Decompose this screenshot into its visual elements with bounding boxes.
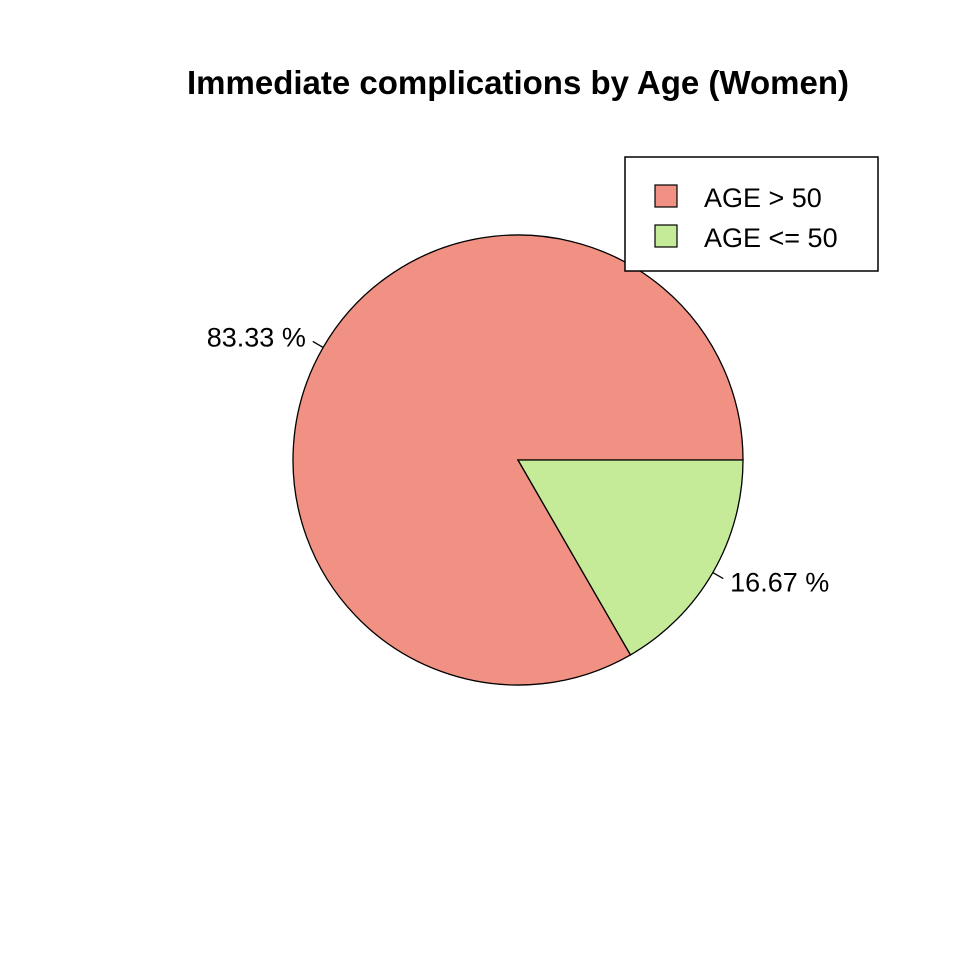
pie-slices <box>292 234 744 686</box>
pie-slice-label: 83.33 % <box>207 322 306 352</box>
chart-title: Immediate complications by Age (Women) <box>187 64 849 101</box>
pie-slice-age-under-50 <box>516 459 744 656</box>
legend-swatch-age-under-50 <box>654 224 678 248</box>
legend-swatch-age-over-50 <box>654 184 678 208</box>
pie-slice-labels: 83.33 % 16.67 % <box>207 322 829 597</box>
legend-box <box>624 156 879 272</box>
legend-label-age-under-50: AGE <= 50 <box>704 223 838 253</box>
legend-label-age-over-50: AGE > 50 <box>704 183 822 213</box>
pie-label-tick <box>712 571 724 580</box>
legend: AGE > 50 AGE <= 50 <box>624 156 879 272</box>
pie-label-tick <box>312 340 324 349</box>
pie-slice-label: 16.67 % <box>730 568 829 598</box>
